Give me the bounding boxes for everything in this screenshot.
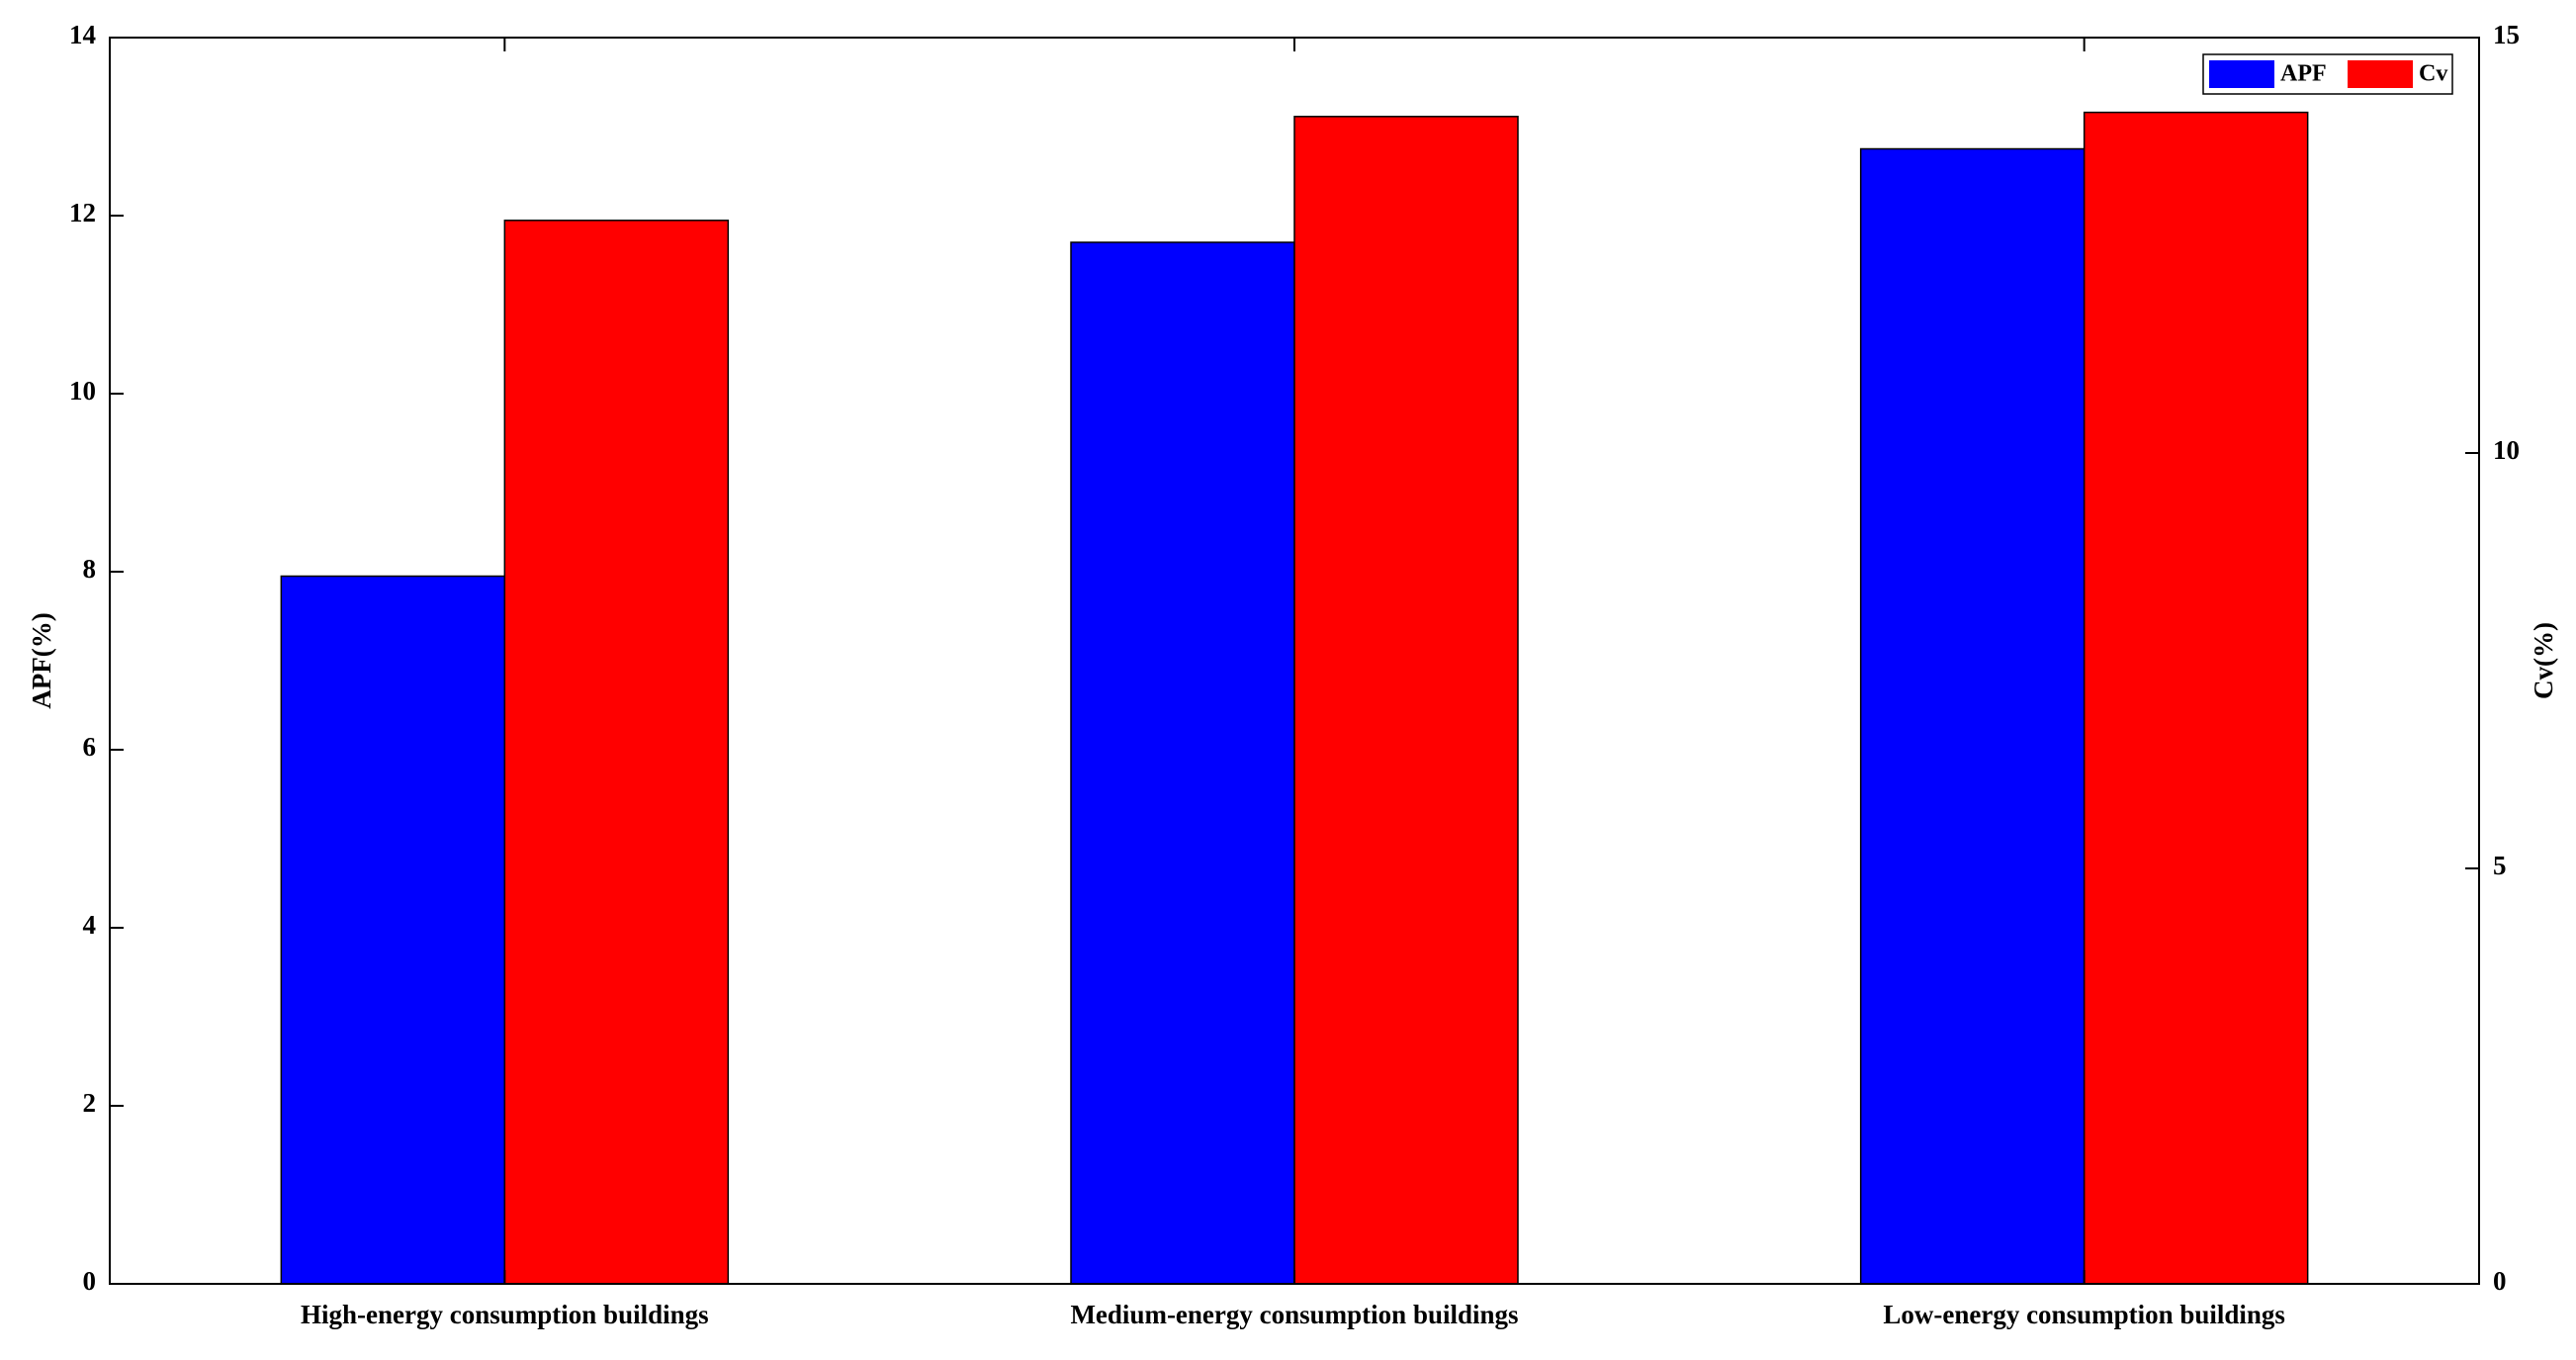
y-tick-label: 0 bbox=[83, 1266, 97, 1296]
bar bbox=[1859, 147, 2086, 1285]
y-tick-label: 10 bbox=[69, 376, 96, 406]
legend-label: Cv bbox=[2419, 61, 2447, 87]
legend-swatch bbox=[2348, 60, 2413, 88]
y-tick-label: 2 bbox=[83, 1088, 97, 1118]
y2-tick-label: 10 bbox=[2493, 435, 2520, 465]
bar bbox=[1293, 116, 1519, 1285]
bar bbox=[2083, 111, 2309, 1285]
bar bbox=[503, 220, 730, 1285]
y-tick-label: 14 bbox=[69, 20, 96, 49]
x-tick-label: Low-energy consumption buildings bbox=[1883, 1300, 2285, 1329]
y-axis-label: APF(%) bbox=[27, 612, 56, 708]
legend-label: APF bbox=[2280, 61, 2327, 87]
y-tick-label: 12 bbox=[69, 198, 96, 227]
y-tick-label: 8 bbox=[83, 554, 97, 584]
legend-swatch bbox=[2209, 60, 2274, 88]
y2-tick-label: 5 bbox=[2493, 851, 2507, 880]
y2-tick-label: 15 bbox=[2493, 20, 2520, 49]
y-tick-label: 4 bbox=[83, 910, 97, 940]
bar bbox=[280, 575, 506, 1285]
y2-tick-label: 0 bbox=[2493, 1266, 2507, 1296]
x-tick-label: High-energy consumption buildings bbox=[301, 1300, 709, 1329]
y2-axis-label: Cv(%) bbox=[2529, 622, 2558, 699]
bar bbox=[1070, 241, 1295, 1285]
x-tick-label: Medium-energy consumption buildings bbox=[1070, 1300, 1518, 1329]
y-tick-label: 6 bbox=[83, 732, 97, 762]
